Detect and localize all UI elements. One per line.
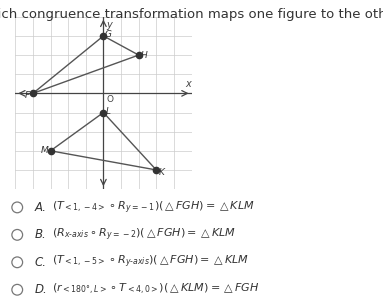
Text: A.: A. <box>34 201 46 214</box>
Text: H: H <box>141 51 147 59</box>
Text: Which congruence transformation maps one figure to the other?: Which congruence transformation maps one… <box>0 8 383 21</box>
Text: x: x <box>185 79 191 88</box>
Text: G: G <box>104 30 111 39</box>
Text: D.: D. <box>34 283 47 296</box>
Text: K: K <box>159 168 164 177</box>
Text: O: O <box>106 95 114 104</box>
Text: F: F <box>25 91 30 100</box>
Text: C.: C. <box>34 256 46 269</box>
Text: $(R_{x\text{-}axis} \circ R_{y=-2})(\triangle FGH) = \triangle KLM$: $(R_{x\text{-}axis} \circ R_{y=-2})(\tri… <box>52 227 236 243</box>
Text: M: M <box>41 146 48 155</box>
Text: $(r_{<180°, L>} \circ T_{<4, 0>})(\triangle KLM) = \triangle FGH$: $(r_{<180°, L>} \circ T_{<4, 0>})(\trian… <box>52 282 259 297</box>
Text: y: y <box>106 20 112 30</box>
Text: B.: B. <box>34 228 46 241</box>
Text: $(T_{<1,-4>} \circ R_{y=-1})(\triangle FGH) = \triangle KLM$: $(T_{<1,-4>} \circ R_{y=-1})(\triangle F… <box>52 199 254 216</box>
Text: L: L <box>105 107 110 116</box>
Text: $(T_{<1,-5>} \circ R_{y\text{-}axis})(\triangle FGH) = \triangle KLM$: $(T_{<1,-5>} \circ R_{y\text{-}axis})(\t… <box>52 254 249 271</box>
